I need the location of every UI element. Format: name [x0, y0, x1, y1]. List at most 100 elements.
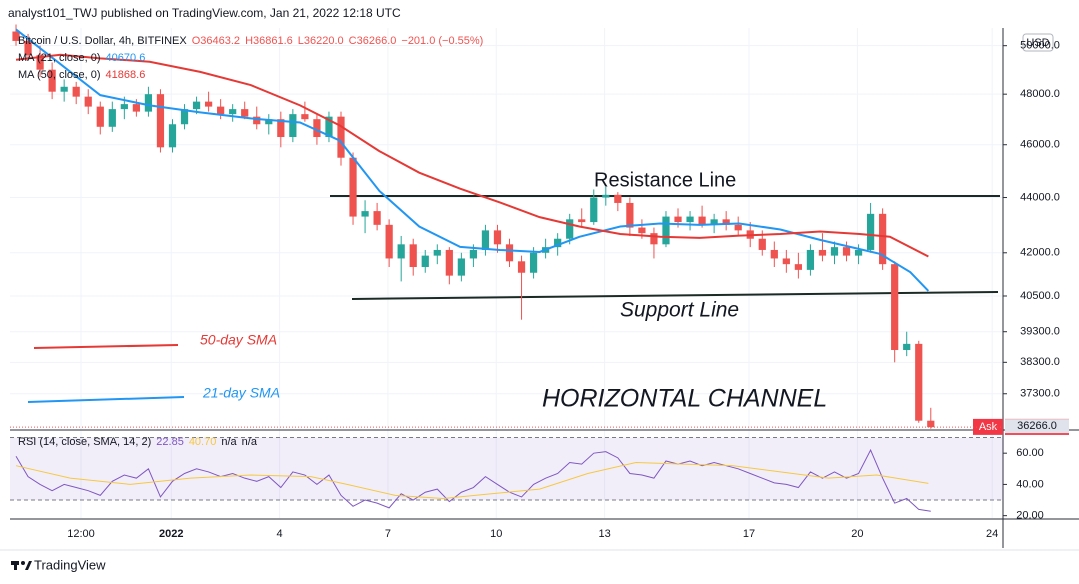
currency-box[interactable]	[1022, 33, 1054, 52]
candle-body	[578, 219, 586, 223]
candle-body	[493, 230, 502, 245]
candle-body	[96, 106, 104, 127]
candle-body	[915, 343, 923, 421]
candle-body	[758, 238, 766, 250]
y-tick-label: 46000.0	[1020, 139, 1060, 151]
y-tick-label: 20.00	[1016, 510, 1044, 522]
rsi-line	[15, 462, 929, 499]
candle-body	[192, 101, 201, 110]
ohlc-value: L36220.0	[297, 35, 344, 47]
rsi-name: RSI (14, close, SMA, 14, 2)	[18, 436, 152, 448]
moving-average	[15, 28, 930, 292]
candle-body	[818, 249, 827, 256]
x-tick-label: 24	[986, 528, 998, 540]
candle-body	[241, 109, 249, 117]
candle-body	[770, 249, 778, 259]
candle-body	[289, 114, 297, 138]
support-line	[351, 291, 999, 300]
y-tick-label: 42000.0	[1020, 247, 1060, 259]
y-tick-label: 40500.0	[1020, 290, 1060, 302]
x-tick-label: 20	[851, 528, 863, 540]
ohlc-value: H36861.6	[245, 35, 293, 47]
y-tick-label: 39300.0	[1020, 326, 1060, 338]
candle-body	[662, 216, 670, 245]
publisher: analyst101_TWJ published on TradingView.…	[8, 6, 401, 20]
candle-body	[168, 124, 177, 148]
x-tick-label: 2022	[159, 528, 183, 540]
rsi-value: 22.85	[156, 436, 184, 448]
candle-body	[373, 211, 381, 225]
sma50-sample-line	[33, 344, 179, 349]
candle-body	[12, 31, 20, 41]
candle-body	[590, 197, 598, 223]
sma50-label: 50-day SMA	[200, 332, 277, 348]
candle-body	[650, 233, 658, 245]
candle-body	[554, 238, 562, 248]
ohlc-value: C36266.0	[348, 35, 397, 47]
y-tick-label: 50000.0	[1020, 40, 1060, 52]
candle-body	[229, 109, 237, 115]
channel-label: HORIZONTAL CHANNEL	[542, 385, 827, 413]
candle-body	[385, 224, 393, 259]
footer-brand: TradingView	[34, 557, 106, 572]
candle-body	[36, 55, 44, 70]
candle-body	[180, 109, 189, 125]
candle-body	[361, 211, 369, 217]
rsi-line	[15, 448, 931, 512]
candle-body	[794, 264, 802, 270]
candle-body	[349, 157, 357, 217]
candle-body	[686, 216, 694, 223]
candle-body	[265, 119, 273, 125]
candle-body	[204, 101, 213, 107]
ohlc-value: O36463.2	[191, 35, 241, 47]
candle-body	[830, 247, 839, 256]
candle-body	[698, 216, 706, 225]
candle-body	[277, 119, 285, 138]
symbol-legend: Bitcoin / U.S. Dollar, 4h, BITFINEX O3646…	[18, 35, 493, 47]
support-label: Support Line	[620, 299, 739, 322]
symbol: Bitcoin / U.S. Dollar, 4h, BITFINEX	[18, 35, 187, 47]
candle-body	[433, 249, 441, 256]
candle-body	[108, 109, 116, 127]
x-tick-label: 4	[277, 528, 283, 540]
sma21-sample-line	[27, 396, 185, 403]
candle-body	[421, 255, 429, 268]
candle-body	[879, 213, 887, 265]
y-tick-label: 37300.0	[1020, 388, 1060, 400]
candle-body	[156, 94, 165, 148]
candle-body	[517, 261, 526, 273]
y-tick-label: 40.00	[1016, 478, 1044, 490]
candle-body	[626, 202, 634, 228]
candle-body	[842, 247, 851, 256]
candle-body	[144, 94, 153, 112]
candle-body	[505, 244, 514, 262]
ohlc: O36463.2 H36861.6 L36220.0 C36266.0 −201.0 (…	[192, 35, 489, 47]
rsi-legend: RSI (14, close, SMA, 14, 2) 22.85 40.70 n/a…	[18, 436, 262, 448]
footer-logo	[11, 561, 32, 570]
ma-name: MA (50, close, 0)	[18, 69, 101, 81]
candle-body	[782, 258, 790, 265]
candle-body	[84, 96, 92, 107]
candle-body	[638, 227, 646, 234]
candle-body	[602, 194, 610, 198]
currency[interactable]: USD	[1026, 37, 1049, 49]
candle-body	[72, 86, 80, 97]
candle-body	[301, 114, 309, 120]
candle-body	[217, 106, 225, 115]
candle-body	[48, 69, 56, 92]
marker-label: 36266.0	[1017, 420, 1057, 432]
candle-body	[409, 244, 417, 268]
candle-body	[866, 213, 875, 250]
ma-value: 41868.6	[105, 69, 146, 81]
candle-body	[481, 230, 490, 250]
candle-body	[734, 224, 742, 231]
candle-body	[903, 343, 911, 350]
ohlc-value: −201.0 (−0.55%)	[401, 35, 484, 47]
candle-body	[325, 116, 333, 138]
rsi-sma-value: 40.70	[188, 436, 217, 448]
x-tick-label: 13	[598, 528, 610, 540]
rsi-band	[10, 437, 1003, 501]
